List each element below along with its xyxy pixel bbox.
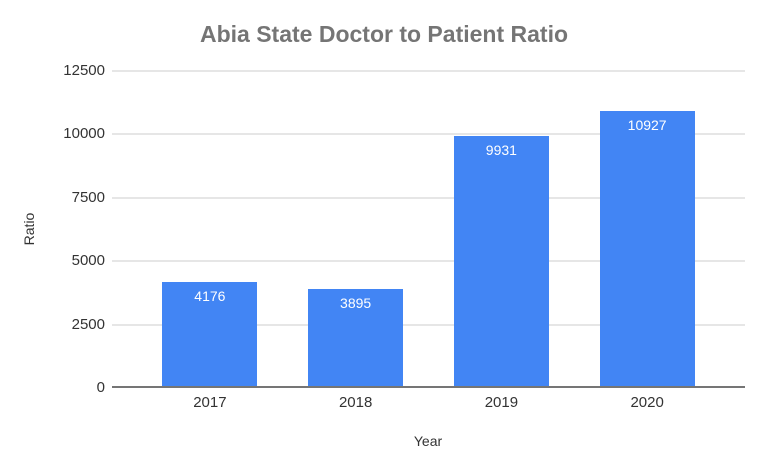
bar-2017: 4176 bbox=[162, 282, 258, 388]
bar-band: 10927 bbox=[574, 71, 720, 388]
x-tick-label: 2020 bbox=[630, 394, 664, 411]
gridline bbox=[112, 196, 745, 199]
y-tick-label: 7500 bbox=[71, 188, 105, 206]
chart-title: Abia State Doctor to Patient Ratio bbox=[199, 21, 569, 47]
bar-value-label: 4176 bbox=[194, 288, 226, 304]
bar-value-label: 10927 bbox=[627, 117, 667, 133]
x-axis-baseline bbox=[112, 386, 745, 388]
bar-band: 3895 bbox=[283, 71, 429, 388]
bar-2018: 3895 bbox=[308, 289, 404, 388]
y-tick-label: 10000 bbox=[63, 125, 105, 143]
y-tick-label: 5000 bbox=[71, 252, 105, 270]
gridlines bbox=[112, 70, 745, 388]
y-tick-label: 2500 bbox=[71, 315, 105, 333]
x-axis-title: Year bbox=[413, 433, 443, 449]
bar-value-label: 9931 bbox=[485, 142, 517, 158]
x-tick-label: 2019 bbox=[484, 394, 519, 411]
gridline bbox=[112, 133, 745, 136]
y-tick-label: 12500 bbox=[63, 62, 105, 79]
bar-2019: 9931 bbox=[453, 136, 549, 388]
bars-group: 4176 3895 9931 10927 bbox=[137, 71, 720, 388]
bar-band: 4176 bbox=[137, 71, 283, 388]
gridline bbox=[112, 260, 745, 263]
y-axis-title: Ratio bbox=[21, 212, 37, 246]
bar-2020: 10927 bbox=[599, 111, 695, 388]
y-tick-label: 0 bbox=[96, 379, 105, 396]
plot-area: 4176 3895 9931 10927 bbox=[112, 70, 745, 388]
gridline bbox=[112, 70, 745, 72]
bar-band: 9931 bbox=[429, 71, 575, 388]
x-tick-label: 2018 bbox=[338, 394, 373, 411]
x-axis: 2017 2018 2019 2020 bbox=[137, 394, 720, 412]
bar-value-label: 3895 bbox=[340, 295, 372, 311]
x-tick-label: 2017 bbox=[193, 394, 227, 411]
gridline bbox=[112, 323, 745, 326]
